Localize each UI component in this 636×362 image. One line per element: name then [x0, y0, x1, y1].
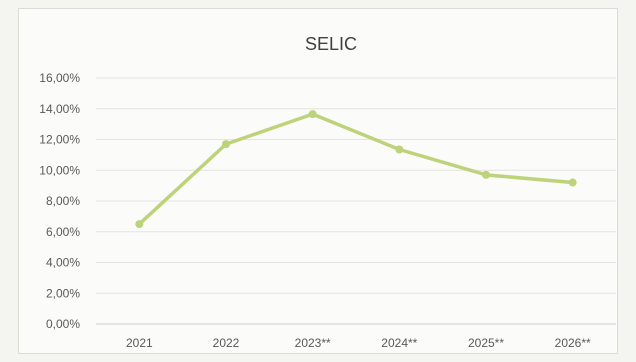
x-tick-label: 2025**: [468, 336, 504, 350]
y-tick-label: 16,00%: [39, 71, 80, 85]
data-point: [135, 220, 144, 229]
series-line: [137, 112, 575, 226]
data-point: [482, 170, 490, 179]
y-tick-label: 8,00%: [46, 194, 80, 208]
x-tick-label: 2024**: [381, 336, 417, 350]
x-axis-ticks: 2021 2022 2023** 2024** 2025** 2026**: [126, 336, 591, 350]
chart-title: SELIC: [305, 34, 357, 54]
y-tick-label: 6,00%: [46, 225, 80, 239]
y-tick-label: 12,00%: [39, 133, 80, 147]
data-point: [395, 145, 404, 154]
x-tick-label: 2023**: [295, 336, 331, 350]
series-layer: [135, 110, 577, 229]
data-point: [568, 178, 577, 187]
y-tick-label: 14,00%: [39, 102, 80, 116]
x-tick-label: 2021: [126, 336, 153, 350]
x-tick-label: 2022: [213, 336, 240, 350]
y-tick-label: 2,00%: [46, 286, 80, 300]
y-tick-label: 0,00%: [46, 317, 80, 331]
y-axis-ticks: 0,00% 2,00% 4,00% 6,00% 8,00% 10,00% 12,00% 14,…: [39, 71, 80, 331]
grid-lines: [96, 77, 616, 325]
y-tick-label: 10,00%: [39, 163, 80, 177]
data-point: [308, 110, 317, 119]
x-tick-label: 2026**: [555, 336, 591, 350]
data-point: [222, 140, 230, 149]
y-tick-label: 4,00%: [46, 256, 80, 270]
chart-frame: [18, 8, 618, 354]
